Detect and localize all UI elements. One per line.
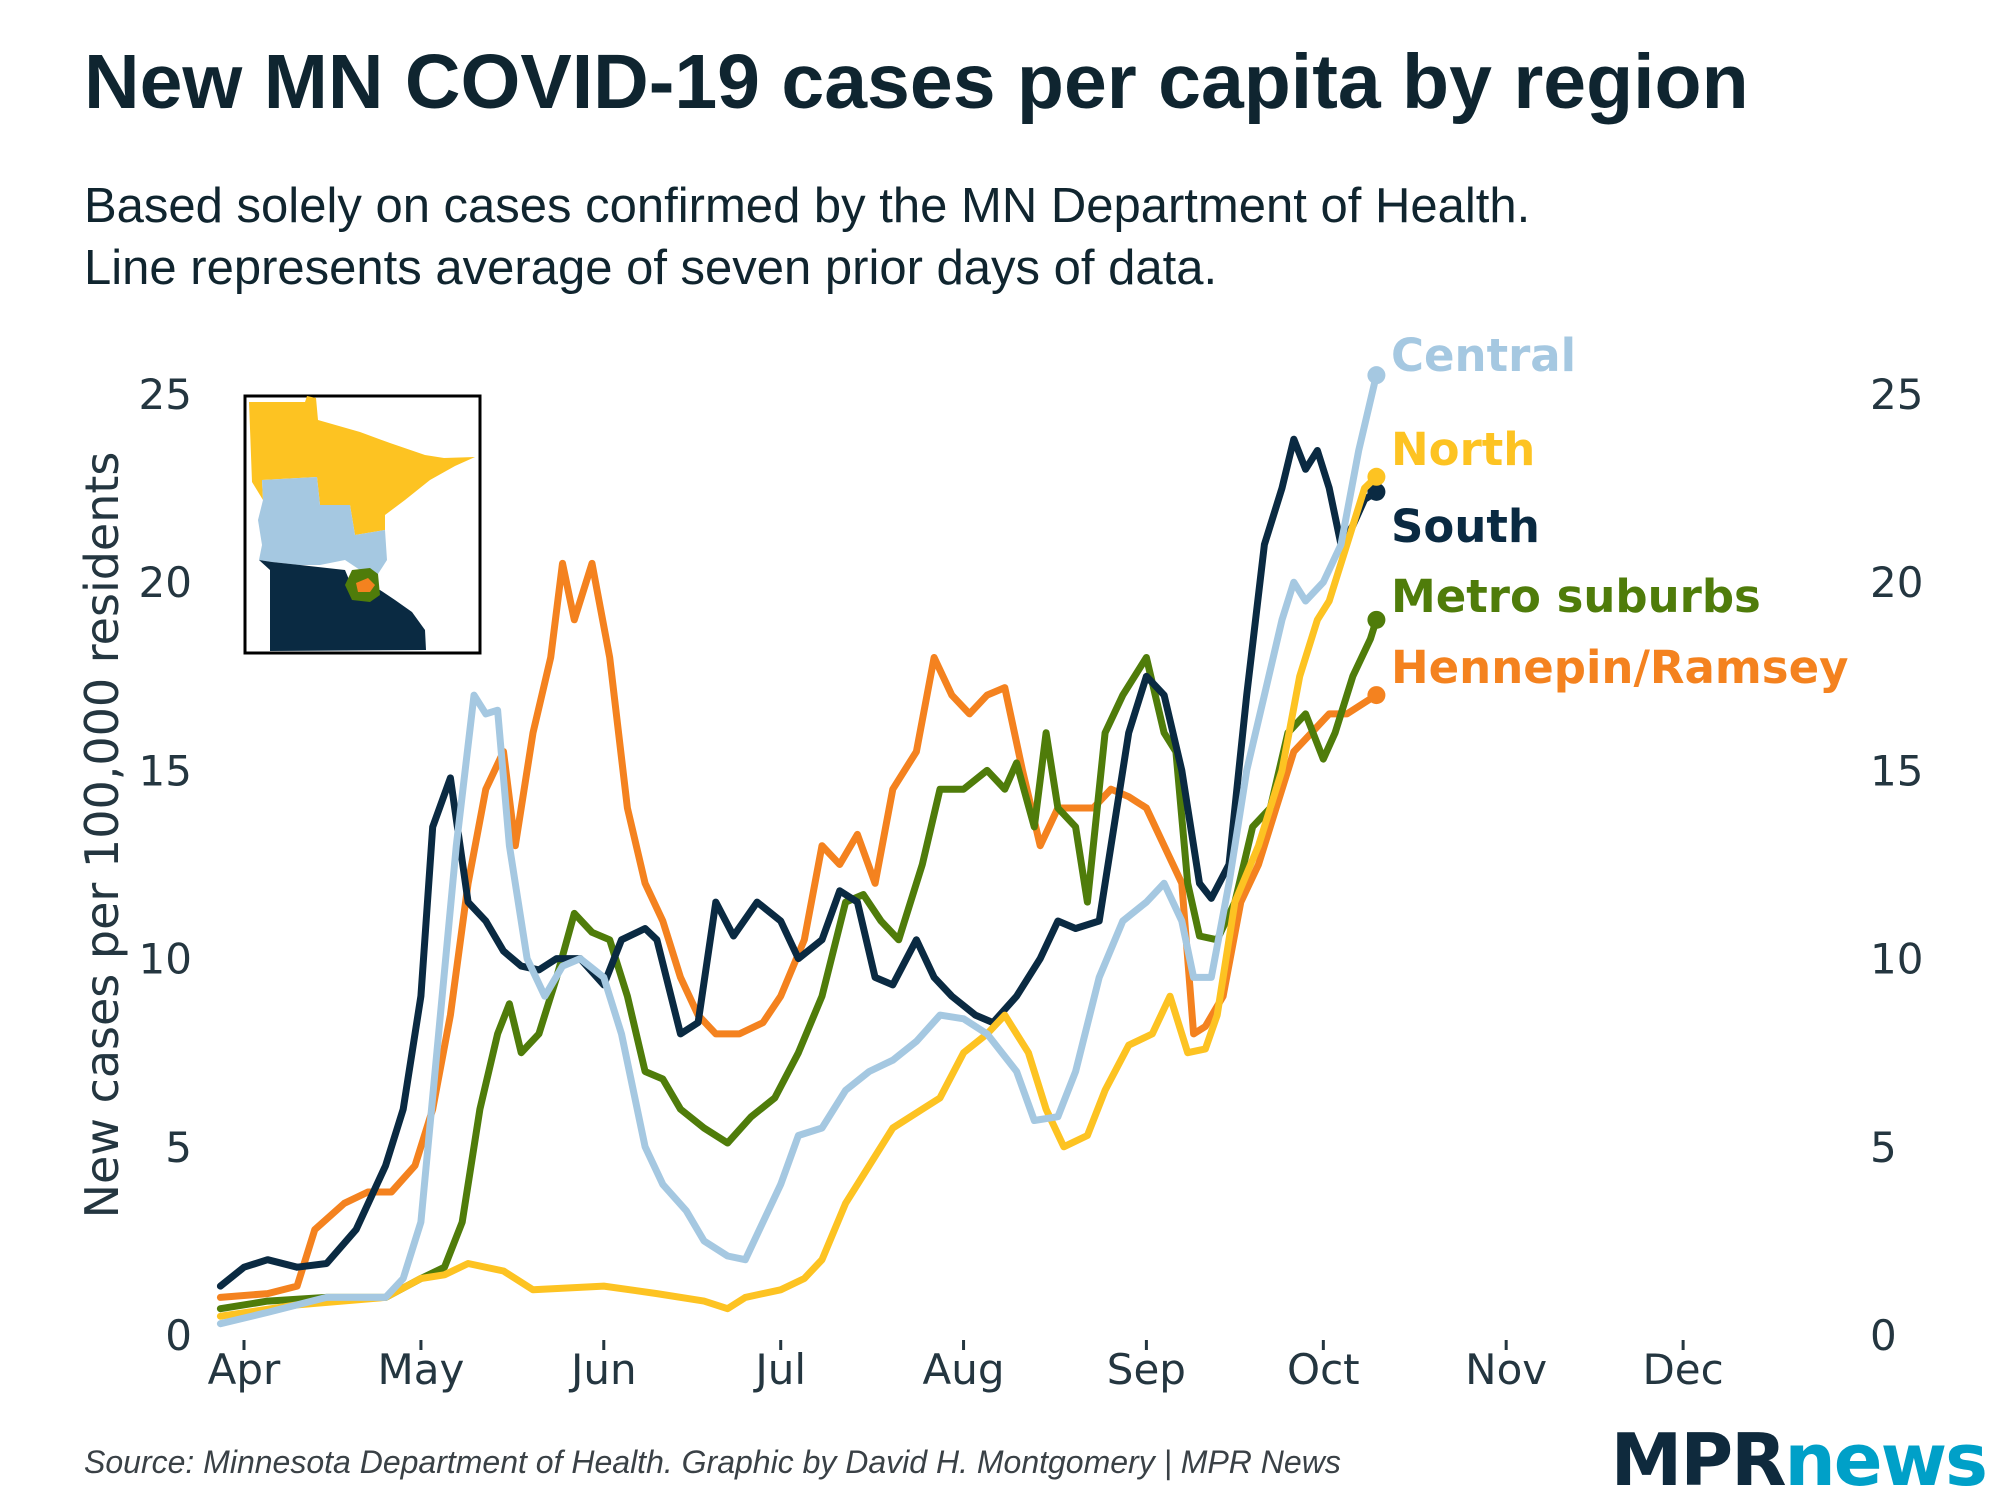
y-tick-label-left: 10 bbox=[139, 935, 192, 984]
x-tick-label: Jul bbox=[752, 1345, 806, 1394]
series-line-central bbox=[216, 371, 1380, 1328]
y-tick-label-right: 10 bbox=[1870, 935, 1923, 984]
y-tick-label-left: 15 bbox=[139, 746, 192, 795]
chart-subtitle-line-1: Based solely on cases confirmed by the M… bbox=[84, 179, 1531, 233]
y-tick-label-right: 5 bbox=[1870, 1123, 1897, 1172]
series-end-dot-central bbox=[1367, 366, 1386, 385]
mpr-news-logo: MPRnews bbox=[1610, 1418, 1988, 1502]
series-line-metro-suburbs bbox=[216, 616, 1380, 1313]
series-label-south: South bbox=[1391, 500, 1540, 553]
series-label-hennepin-ramsey: Hennepin/Ramsey bbox=[1391, 641, 1848, 694]
y-tick-label-left: 25 bbox=[139, 370, 192, 419]
chart-subtitle-line-2: Line represents average of seven prior d… bbox=[84, 241, 1218, 295]
inset-region-north bbox=[249, 396, 475, 535]
chart-title: New MN COVID-19 cases per capita by regi… bbox=[84, 39, 1749, 125]
x-tick-label: Sep bbox=[1107, 1345, 1186, 1394]
logo-mpr: MPR bbox=[1610, 1418, 1787, 1502]
inset-map bbox=[243, 394, 482, 655]
inset-region-hennepin-ramsey bbox=[356, 578, 375, 592]
y-tick-label-right: 15 bbox=[1870, 746, 1923, 795]
x-tick-label: Nov bbox=[1465, 1345, 1547, 1394]
x-tick-label: Aug bbox=[923, 1345, 1005, 1394]
x-tick-label: Apr bbox=[208, 1345, 281, 1394]
y-tick-label-left: 0 bbox=[165, 1311, 192, 1360]
source-note: Source: Minnesota Department of Health. … bbox=[84, 1444, 1341, 1480]
series-label-north: North bbox=[1391, 423, 1535, 476]
x-tick-label: Jun bbox=[568, 1345, 637, 1394]
series-end-dot-hennepin-ramsey bbox=[1367, 686, 1386, 705]
series-line-hennepin-ramsey bbox=[216, 559, 1380, 1301]
inset-region-south bbox=[259, 560, 426, 651]
series-end-dot-north bbox=[1367, 467, 1386, 486]
logo-news: news bbox=[1784, 1418, 1988, 1502]
series-end-dot-south bbox=[1367, 482, 1386, 501]
y-tick-label-right: 20 bbox=[1870, 558, 1923, 607]
y-tick-label-right: 25 bbox=[1870, 370, 1923, 419]
x-tick-label: Dec bbox=[1642, 1345, 1723, 1394]
inset-region-central bbox=[258, 477, 387, 574]
y-tick-label-left: 5 bbox=[165, 1123, 192, 1172]
x-tick-label: May bbox=[378, 1345, 465, 1394]
y-axis-label: New cases per 100,000 residents bbox=[75, 452, 129, 1219]
y-tick-label-right: 0 bbox=[1870, 1311, 1897, 1360]
y-tick-label-left: 20 bbox=[139, 558, 192, 607]
x-tick-label: Oct bbox=[1287, 1345, 1360, 1394]
series-end-dot-metro-suburbs bbox=[1367, 610, 1386, 629]
series-line-north bbox=[216, 473, 1380, 1320]
series-label-central: Central bbox=[1391, 329, 1576, 382]
series-label-metro-suburbs: Metro suburbs bbox=[1391, 570, 1761, 623]
